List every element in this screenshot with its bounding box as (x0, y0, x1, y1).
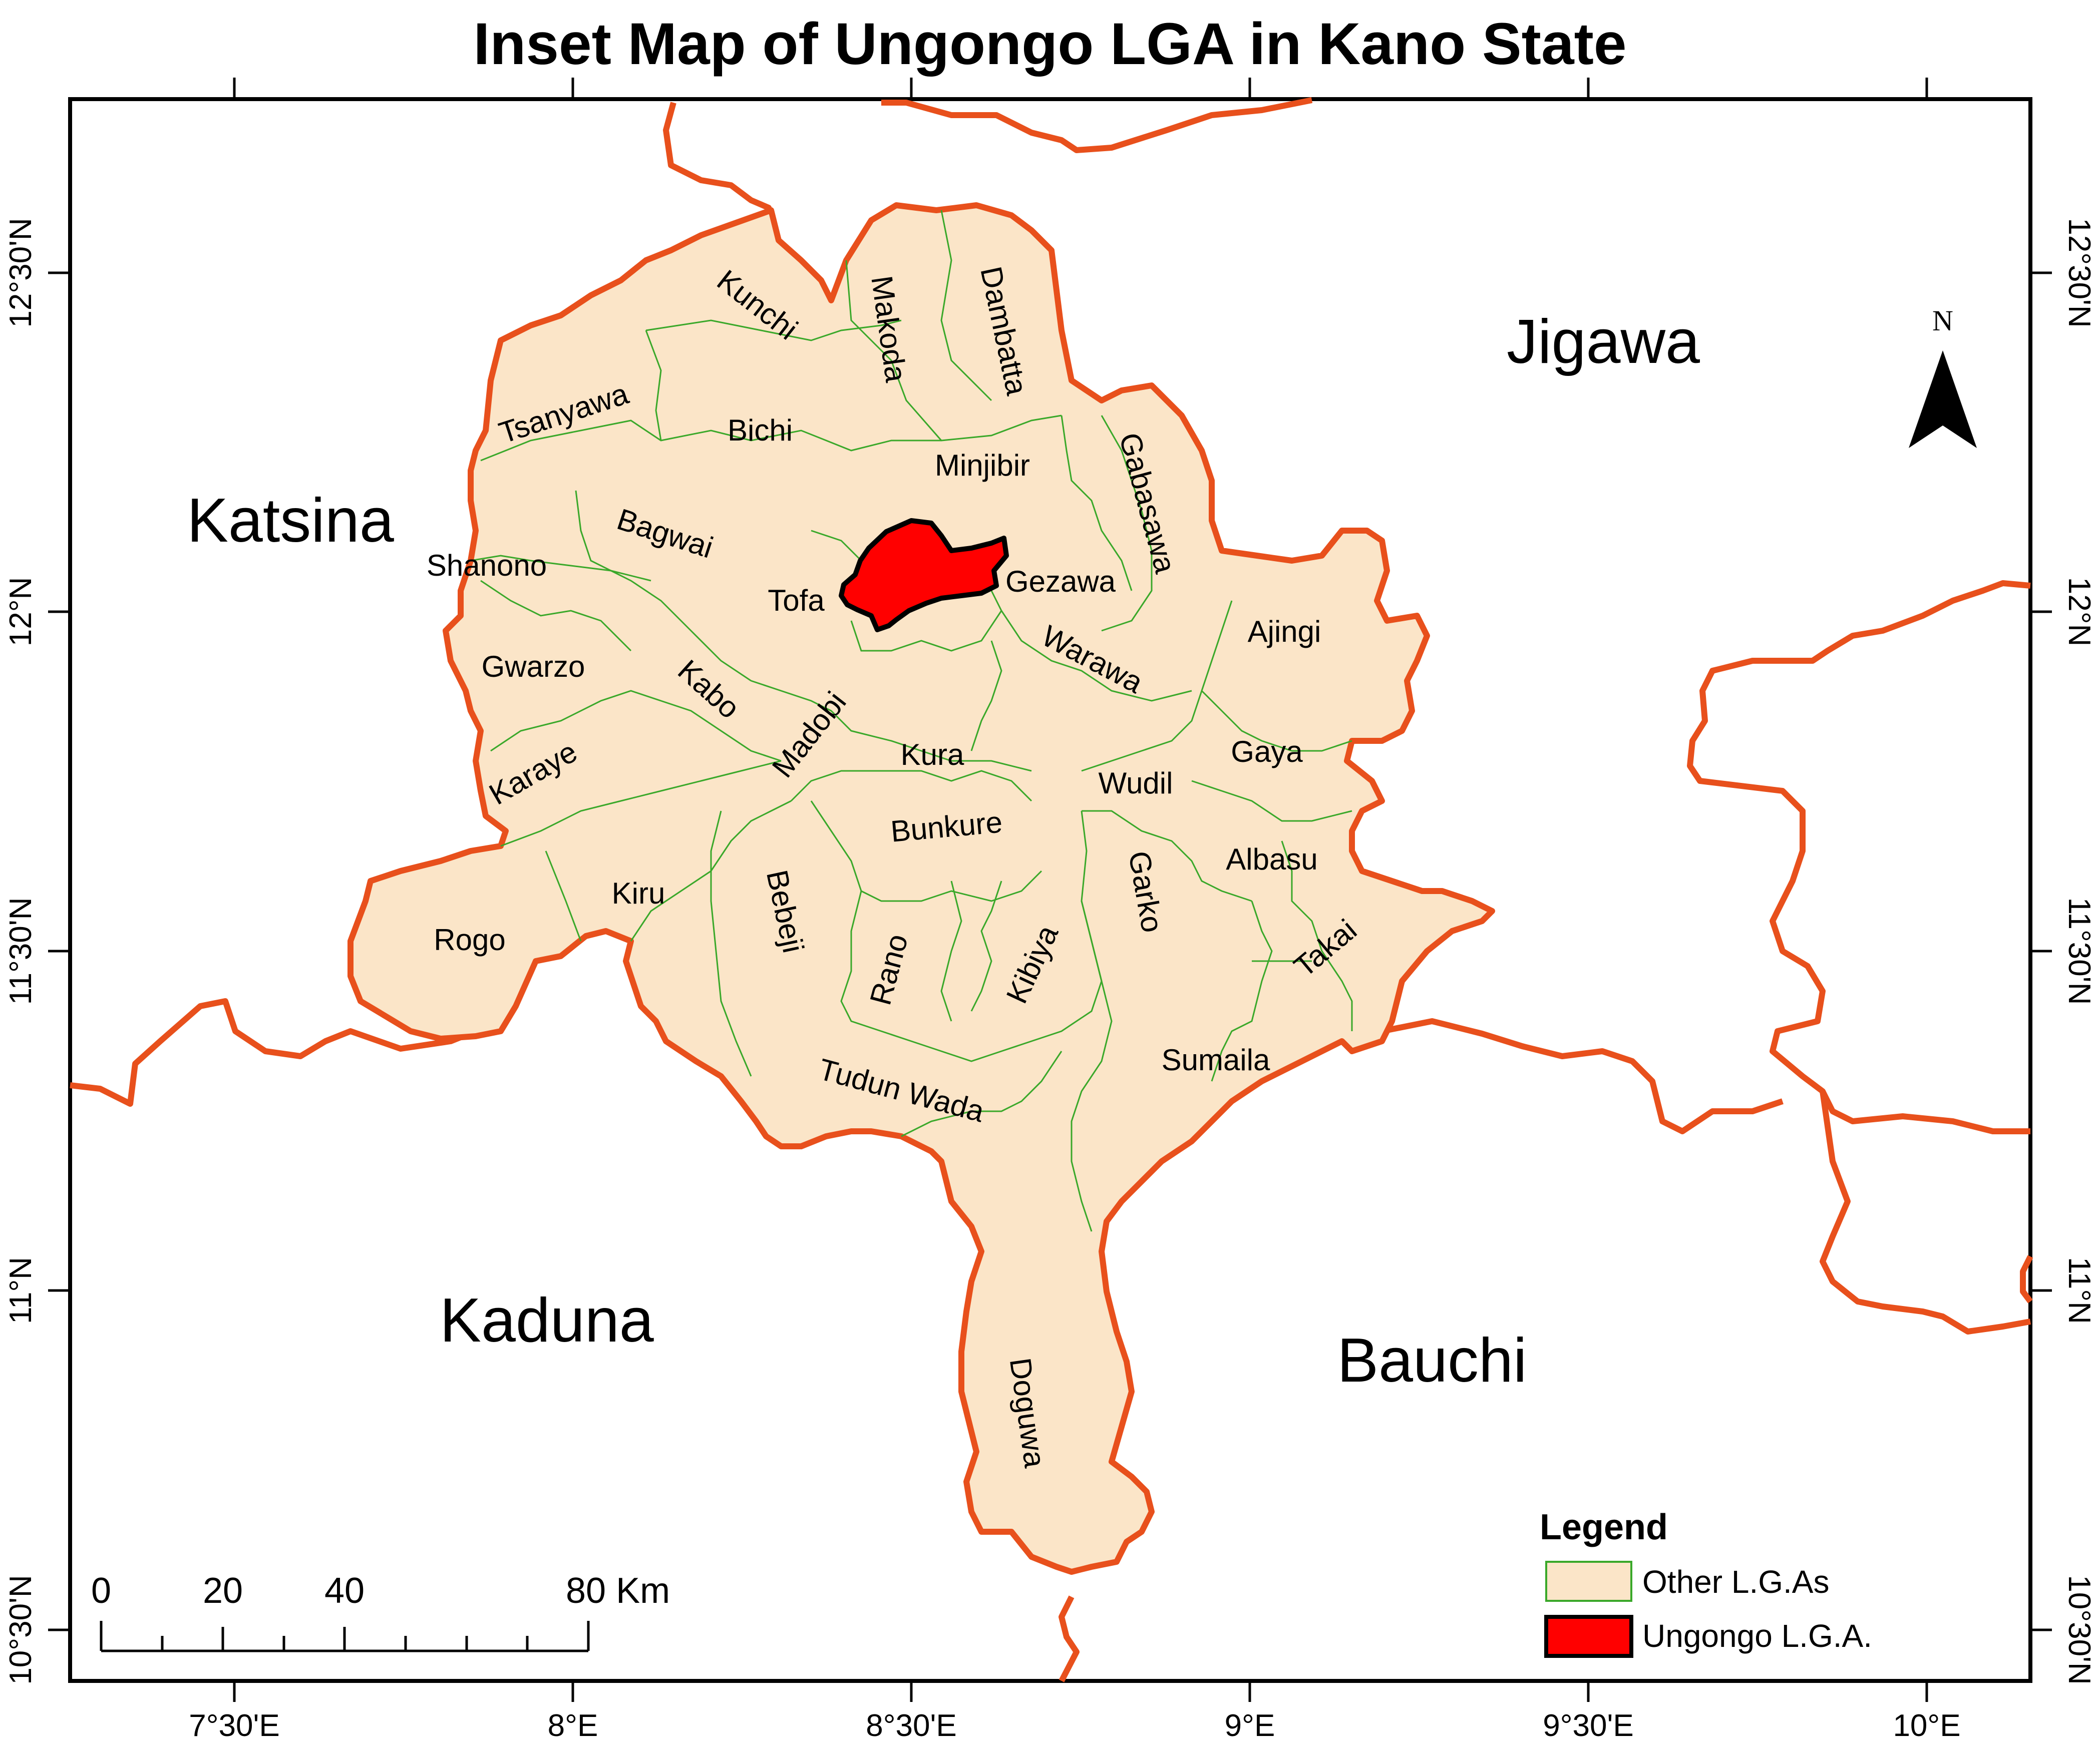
lga-line (901, 1051, 1063, 1137)
legend-title: Legend (1540, 1507, 1668, 1547)
lga-line (970, 640, 1002, 751)
lga-line (1061, 415, 1133, 591)
longitude-ticks (233, 78, 1928, 1702)
ungongo-lga-shape (839, 518, 1009, 632)
lga-line (480, 580, 632, 652)
scale-label-40: 40 (324, 1571, 365, 1611)
lga-line (480, 419, 941, 462)
lga-line (845, 260, 1062, 442)
label-minjibir: Minjibir (935, 449, 1030, 482)
lat-label-left: 12°30'N (4, 218, 38, 327)
label-tofa: Tofa (768, 584, 825, 617)
lat-label-right: 10°30'N (2062, 1575, 2096, 1684)
north-arrow-icon (1909, 350, 1977, 448)
lga-line (1281, 840, 1353, 1031)
lga-line (630, 800, 792, 942)
lga-line (1211, 901, 1273, 1082)
scale-bar: 0 20 40 80 Km (91, 1571, 670, 1652)
boundary-east-edge (2020, 1255, 2033, 1303)
north-arrow-label: N (1932, 304, 1953, 337)
lga-line (1201, 690, 1352, 752)
state-boundaries (70, 97, 2033, 1682)
boundary-south-bauchi (1341, 1018, 1784, 1134)
scale-label-0: 0 (91, 1571, 111, 1611)
label-wudil: Wudil (1099, 766, 1173, 800)
label-rogo: Rogo (434, 923, 505, 957)
lat-label-left: 12°N (4, 577, 38, 647)
legend-label-ungongo: Ungongo L.G.A. (1642, 1618, 1872, 1654)
lat-label-left: 11°N (4, 1257, 38, 1324)
kano-state-outline (347, 202, 1495, 1575)
lga-line (645, 330, 662, 441)
latitude-labels: 12°30'N 12°N 11°30'N 11°N 10°30'N 12°30'… (4, 218, 2096, 1684)
boundary-east-lower (1820, 1091, 2031, 1335)
label-gezawa: Gezawa (1005, 565, 1116, 598)
north-arrow: N (1909, 304, 1977, 448)
scale-label-20: 20 (203, 1571, 243, 1611)
boundary-north-katsina-jigawa (663, 102, 777, 222)
longitude-labels: 7°30'E 8°E 8°30'E 9°E 9°30'E 10°E (189, 1708, 1960, 1742)
scale-bar-line (100, 1621, 590, 1652)
legend-swatch-other-lgas (1545, 1561, 1632, 1602)
lat-label-left: 10°30'N (4, 1575, 38, 1684)
label-kura: Kura (901, 738, 964, 771)
label-albasu: Albasu (1226, 842, 1317, 876)
lon-label: 8°30'E (866, 1708, 956, 1742)
lga-line (645, 319, 902, 341)
lon-label: 7°30'E (189, 1708, 279, 1742)
lga-line (500, 760, 782, 847)
lga-line (545, 850, 582, 942)
lat-label-left: 11°30'N (4, 898, 38, 1005)
lga-line (850, 610, 1002, 652)
label-ajingi: Ajingi (1248, 615, 1321, 648)
label-jigawa: Jigawa (1507, 307, 1700, 376)
lat-label-right: 11°30'N (2062, 898, 2096, 1005)
lga-line (940, 210, 992, 401)
lga-line (575, 490, 752, 682)
label-sumaila: Sumaila (1162, 1043, 1270, 1077)
lga-line (790, 770, 1032, 802)
label-katsina: Katsina (187, 486, 394, 555)
lon-label: 9°30'E (1543, 1708, 1633, 1742)
kano-state (347, 202, 1495, 1575)
lga-line (470, 555, 651, 582)
legend: Legend Other L.G.As Ungongo L.G.A. (1540, 1507, 1872, 1658)
latitude-ticks (48, 271, 2052, 1631)
lga-line (940, 881, 962, 1022)
label-gaya: Gaya (1231, 735, 1303, 768)
boundary-north-jigawa (881, 97, 1313, 153)
lat-label-right: 11°N (2062, 1257, 2096, 1324)
lga-line (1191, 780, 1352, 822)
lga-line (810, 800, 1042, 902)
lon-label: 10°E (1893, 1708, 1960, 1742)
neighbour-labels: Katsina Jigawa Kaduna Bauchi (187, 307, 1700, 1395)
lga-line (710, 810, 752, 1077)
lga-line (1081, 600, 1233, 772)
lga-line (985, 580, 1192, 702)
lat-label-right: 12°N (2062, 577, 2096, 647)
lga-line (970, 881, 1002, 1012)
lat-label-right: 12°30'N (2062, 218, 2096, 327)
label-shanono: Shanono (427, 549, 547, 582)
boundary-south-doguwa (1059, 1595, 1080, 1682)
label-kaduna: Kaduna (440, 1286, 654, 1355)
lon-label: 8°E (548, 1708, 598, 1742)
lga-line (490, 690, 782, 762)
scale-label-80: 80 Km (566, 1571, 670, 1611)
legend-label-other-lgas: Other L.G.As (1642, 1564, 1829, 1600)
lon-label: 9°E (1225, 1708, 1275, 1742)
label-gwarzo: Gwarzo (482, 650, 585, 683)
boundary-west-kaduna-katsina (70, 998, 477, 1107)
label-bichi: Bichi (728, 413, 793, 447)
lga-line (751, 680, 1032, 772)
lga-line (1071, 810, 1113, 1232)
lga-line (1101, 415, 1153, 632)
lga-line (840, 891, 1103, 1062)
label-bauchi: Bauchi (1337, 1326, 1527, 1395)
map-title: Inset Map of Ungongo LGA in Kano State (473, 11, 1626, 77)
lga-line (1082, 810, 1252, 902)
label-kiru: Kiru (612, 877, 665, 910)
legend-swatch-ungongo (1544, 1615, 1633, 1658)
